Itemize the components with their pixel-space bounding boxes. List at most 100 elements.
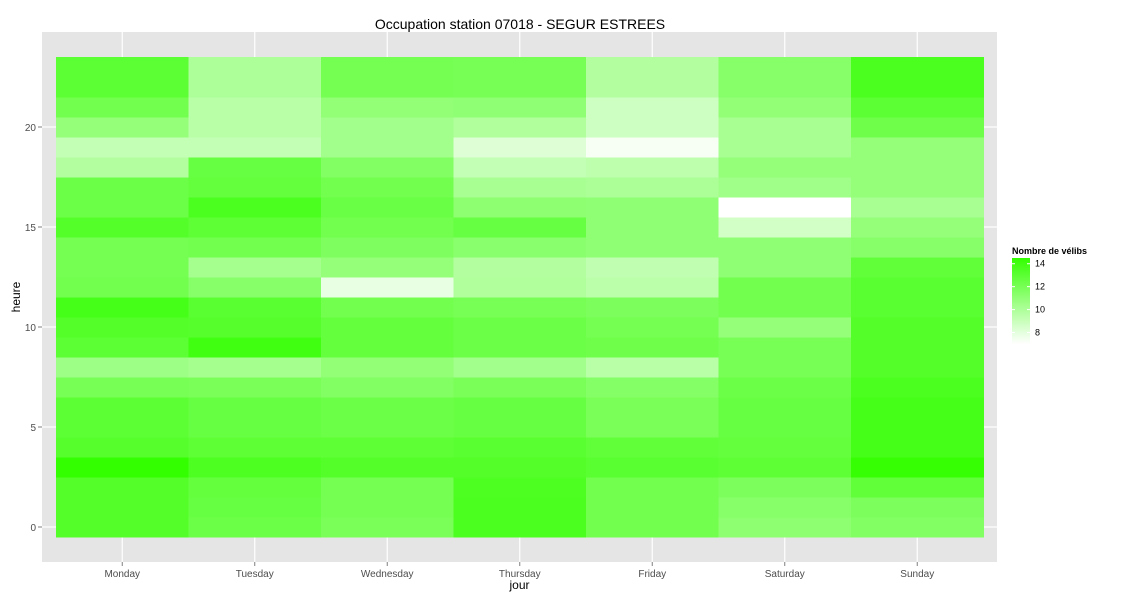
heatmap-cell bbox=[718, 277, 852, 298]
heatmap-cell bbox=[56, 437, 189, 458]
heatmap-cell bbox=[321, 377, 454, 398]
heatmap-cell bbox=[586, 357, 719, 378]
heatmap-cell bbox=[56, 237, 189, 258]
heatmap-cell bbox=[453, 477, 587, 498]
heatmap-cell bbox=[718, 257, 852, 278]
heatmap-cell bbox=[586, 517, 719, 538]
heatmap-cell bbox=[321, 137, 454, 158]
heatmap-cell bbox=[453, 97, 587, 118]
heatmap-cell bbox=[188, 117, 322, 138]
heatmap-cell bbox=[321, 277, 454, 298]
heatmap-cell bbox=[56, 377, 189, 398]
legend-tick-label: 12 bbox=[1035, 282, 1045, 292]
heatmap-cell bbox=[453, 317, 587, 338]
heatmap-cell bbox=[188, 97, 322, 118]
legend-tick-label: 14 bbox=[1035, 259, 1045, 269]
heatmap-cell bbox=[718, 117, 852, 138]
heatmap-cell bbox=[586, 137, 719, 158]
heatmap-cell bbox=[851, 457, 984, 478]
heatmap-cell bbox=[56, 157, 189, 178]
heatmap-cell bbox=[188, 217, 322, 238]
heatmap-cell bbox=[851, 357, 984, 378]
heatmap-cell bbox=[321, 217, 454, 238]
heatmap-cell bbox=[453, 437, 587, 458]
heatmap-cell bbox=[718, 357, 852, 378]
y-tick-label: 10 bbox=[25, 323, 37, 334]
heatmap-cell bbox=[718, 237, 852, 258]
heatmap-cell bbox=[718, 377, 852, 398]
heatmap-cell bbox=[188, 497, 322, 518]
heatmap-cell bbox=[188, 417, 322, 438]
heatmap-cell bbox=[851, 217, 984, 238]
heatmap-cell bbox=[188, 197, 322, 218]
heatmap-cell bbox=[56, 77, 189, 98]
x-tick-label: Thursday bbox=[499, 569, 541, 580]
heatmap-cell bbox=[321, 397, 454, 418]
heatmap-cell bbox=[586, 497, 719, 518]
heatmap-cell bbox=[188, 337, 322, 358]
heatmap-cell bbox=[851, 497, 984, 518]
heatmap-cell bbox=[188, 57, 322, 78]
heatmap-cell bbox=[586, 417, 719, 438]
y-axis-title: heure bbox=[9, 281, 23, 312]
heatmap-cell bbox=[851, 397, 984, 418]
heatmap-cell bbox=[453, 297, 587, 318]
heatmap-cell bbox=[718, 297, 852, 318]
heatmap-cell bbox=[453, 417, 587, 438]
heatmap-cell bbox=[188, 517, 322, 538]
legend-color-bar bbox=[1012, 258, 1030, 344]
heatmap-cell bbox=[851, 517, 984, 538]
heatmap-cell bbox=[586, 57, 719, 78]
heatmap-cell bbox=[453, 357, 587, 378]
heatmap-cell bbox=[586, 77, 719, 98]
heatmap-cell bbox=[851, 277, 984, 298]
heatmap-cell bbox=[188, 137, 322, 158]
heatmap-cell bbox=[453, 257, 587, 278]
heatmap-cell bbox=[586, 237, 719, 258]
heatmap-cell bbox=[586, 117, 719, 138]
heatmap-cell bbox=[188, 317, 322, 338]
heatmap-cell bbox=[718, 317, 852, 338]
heatmap-cell bbox=[851, 437, 984, 458]
heatmap-cell bbox=[56, 417, 189, 438]
heatmap-cell bbox=[718, 437, 852, 458]
heatmap-cell bbox=[321, 457, 454, 478]
heatmap-cell bbox=[851, 157, 984, 178]
heatmap-cell bbox=[718, 457, 852, 478]
heatmap-cell bbox=[586, 297, 719, 318]
heatmap-cell bbox=[188, 257, 322, 278]
heatmap-cell bbox=[718, 337, 852, 358]
heatmap-cells bbox=[56, 57, 984, 538]
heatmap-cell bbox=[56, 357, 189, 378]
heatmap-cell bbox=[56, 317, 189, 338]
legend-tick-label: 8 bbox=[1035, 328, 1040, 338]
heatmap-cell bbox=[56, 117, 189, 138]
y-tick-label: 5 bbox=[30, 423, 36, 434]
heatmap-cell bbox=[718, 77, 852, 98]
heatmap-cell bbox=[56, 337, 189, 358]
heatmap-cell bbox=[56, 397, 189, 418]
heatmap-cell bbox=[453, 397, 587, 418]
heatmap-cell bbox=[586, 377, 719, 398]
heatmap-cell bbox=[188, 357, 322, 378]
heatmap-cell bbox=[718, 197, 852, 218]
heatmap-cell bbox=[453, 237, 587, 258]
heatmap-cell bbox=[586, 197, 719, 218]
heatmap-cell bbox=[586, 317, 719, 338]
heatmap-cell bbox=[188, 237, 322, 258]
heatmap-cell bbox=[321, 157, 454, 178]
heatmap-cell bbox=[321, 57, 454, 78]
heatmap-cell bbox=[851, 117, 984, 138]
heatmap-cell bbox=[56, 217, 189, 238]
heatmap-cell bbox=[586, 397, 719, 418]
heatmap-cell bbox=[56, 177, 189, 198]
heatmap-cell bbox=[586, 177, 719, 198]
heatmap-cell bbox=[56, 197, 189, 218]
y-tick-label: 20 bbox=[25, 123, 37, 134]
legend: Nombre de vélibs 8 10 12 14 bbox=[1012, 246, 1087, 344]
heatmap-cell bbox=[586, 457, 719, 478]
heatmap-cell bbox=[453, 277, 587, 298]
x-tick-label: Friday bbox=[638, 569, 666, 580]
heatmap-cell bbox=[586, 337, 719, 358]
heatmap-cell bbox=[188, 477, 322, 498]
